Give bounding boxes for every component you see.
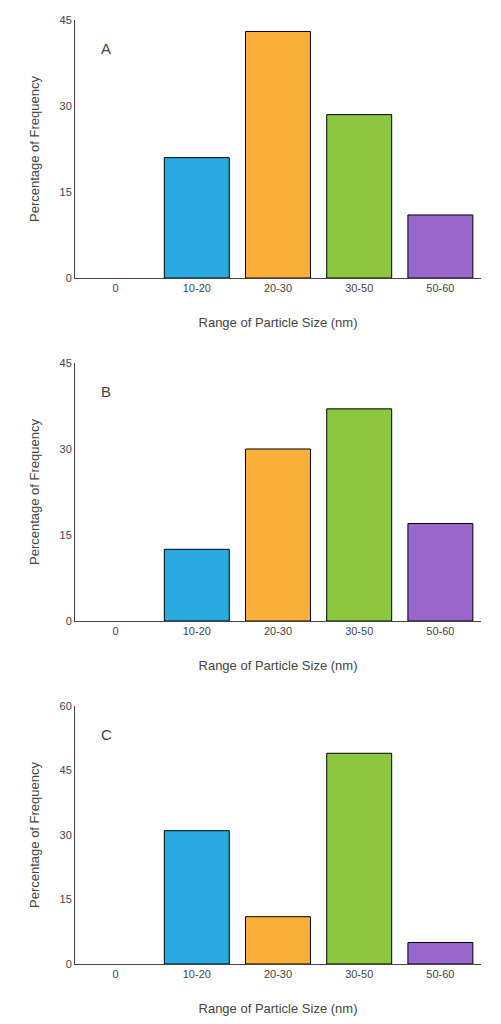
svg-text:15: 15 bbox=[60, 893, 72, 905]
svg-text:Percentage of Frequency: Percentage of Frequency bbox=[27, 762, 42, 908]
svg-text:Range of Particle Size (nm): Range of Particle Size (nm) bbox=[199, 658, 358, 673]
svg-text:50-60: 50-60 bbox=[426, 968, 454, 980]
svg-text:30-50: 30-50 bbox=[345, 625, 373, 637]
svg-text:0: 0 bbox=[113, 968, 119, 980]
svg-text:10-20: 10-20 bbox=[183, 625, 211, 637]
svg-text:Percentage of Frequency: Percentage of Frequency bbox=[27, 76, 42, 222]
svg-text:15: 15 bbox=[60, 529, 72, 541]
svg-text:30: 30 bbox=[60, 829, 72, 841]
svg-text:20-30: 20-30 bbox=[264, 968, 292, 980]
svg-text:0: 0 bbox=[66, 272, 72, 284]
svg-text:0: 0 bbox=[113, 282, 119, 294]
svg-text:0: 0 bbox=[113, 625, 119, 637]
svg-text:20-30: 20-30 bbox=[264, 625, 292, 637]
svg-text:45: 45 bbox=[60, 14, 72, 26]
svg-text:C: C bbox=[101, 726, 112, 743]
svg-text:20-30: 20-30 bbox=[264, 282, 292, 294]
svg-text:45: 45 bbox=[60, 764, 72, 776]
svg-text:50-60: 50-60 bbox=[426, 282, 454, 294]
svg-text:Range of Particle Size (nm): Range of Particle Size (nm) bbox=[199, 1001, 358, 1016]
svg-text:15: 15 bbox=[60, 186, 72, 198]
svg-text:0: 0 bbox=[66, 958, 72, 970]
svg-text:Percentage of Frequency: Percentage of Frequency bbox=[27, 419, 42, 565]
svg-text:30: 30 bbox=[60, 100, 72, 112]
svg-text:A: A bbox=[101, 40, 111, 57]
svg-text:30-50: 30-50 bbox=[345, 282, 373, 294]
svg-text:10-20: 10-20 bbox=[183, 282, 211, 294]
svg-text:B: B bbox=[101, 383, 111, 400]
svg-text:Range of Particle Size (nm): Range of Particle Size (nm) bbox=[199, 315, 358, 330]
svg-text:60: 60 bbox=[60, 700, 72, 712]
svg-text:10-20: 10-20 bbox=[183, 968, 211, 980]
svg-text:0: 0 bbox=[66, 615, 72, 627]
svg-text:50-60: 50-60 bbox=[426, 625, 454, 637]
svg-text:30-50: 30-50 bbox=[345, 968, 373, 980]
svg-text:45: 45 bbox=[60, 357, 72, 369]
svg-text:30: 30 bbox=[60, 443, 72, 455]
